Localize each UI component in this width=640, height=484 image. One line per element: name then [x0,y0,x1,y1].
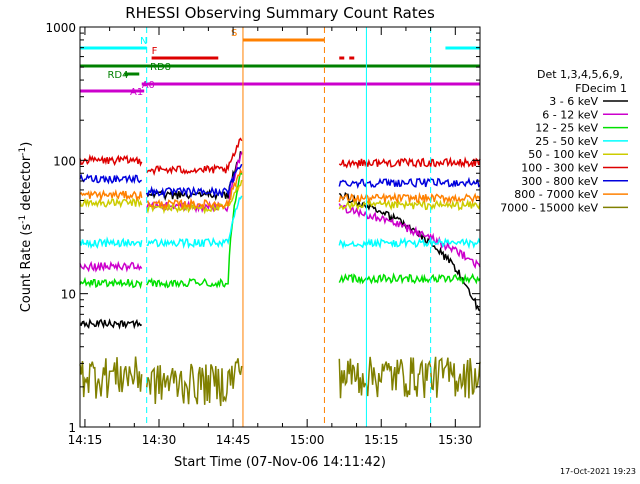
legend-label-5: 100 - 300 keV [521,162,598,175]
series-2 [79,169,481,290]
state-bar-n: N [80,36,480,50]
legend-label-2: 12 - 25 keV [535,122,598,135]
series-4-segment-0 [79,197,143,209]
series-7-segment-0 [79,188,143,202]
series-7-segment-2 [338,191,481,205]
series-8-segment-2 [338,356,481,399]
legend-label-3: 25 - 50 keV [535,135,598,148]
series-5-segment-2 [338,156,481,170]
series-4-segment-2 [338,198,481,212]
series-6-segment-2 [338,176,481,189]
series-2-segment-0 [79,276,143,290]
series-1-segment-0 [79,260,143,273]
x-axis-label: Start Time (07-Nov-06 14:11:42) [174,455,386,470]
state-bar-label-n: N [140,36,147,47]
series-0-segment-0 [79,318,143,330]
series-7-segment-1 [146,168,243,212]
x-tick-label-2: 14:45 [216,433,251,447]
series-5-segment-0 [79,153,143,167]
state-bar-label-a1: A1 [130,87,143,98]
data-layer [79,137,481,407]
series-7 [79,168,481,212]
state-bar-a0: A0 [141,80,480,91]
series-6-segment-0 [79,173,143,185]
y-axis-label-sup-2: -1 [18,147,28,156]
y-tick-label-0: 1 [68,421,76,435]
state-bar-label-s: S [231,28,237,39]
series-8 [79,356,481,407]
x-tick-label-4: 15:15 [364,433,399,447]
series-2-segment-1 [146,169,243,289]
y-tick-label-1: 10 [61,288,76,302]
legend-header-fdecim: FDecim 1 [575,82,627,95]
series-8-segment-0 [79,356,143,399]
series-5 [79,137,481,177]
x-tick-label-3: 15:00 [290,433,325,447]
series-2-segment-2 [338,272,481,285]
state-bar-label-f: F [152,46,158,57]
timestamp: 17-Oct-2021 19:23 [560,467,636,476]
y-axis-label-part-2: detector [19,155,34,215]
series-8-segment-1 [145,358,243,407]
series-6-segment-1 [146,163,243,199]
state-bar-s: S [231,28,325,42]
state-bar-a1: A1 [80,87,145,98]
legend-label-1: 6 - 12 keV [542,108,598,121]
state-bar-f: F [151,46,360,60]
series-3-segment-1 [146,195,243,250]
series-0-segment-1 [145,151,243,202]
y-axis-label-part-3: ) [19,142,34,147]
y-tick-label-2: 100 [53,154,76,168]
series-0-segment-2 [338,191,481,312]
y-tick-label-3: 1000 [45,21,76,35]
x-tick-label-1: 14:30 [142,433,177,447]
series-0 [79,151,481,330]
series-1-segment-2 [338,203,481,270]
plot-frame [79,26,481,428]
y-axis-label: Count Rate (s-1 detector-1) [18,142,34,313]
state-bar-label-a0: A0 [142,80,155,91]
legend-label-8: 7000 - 15000 keV [500,201,598,214]
legend-label-0: 3 - 6 keV [549,95,598,108]
state-bar-label-rd4: RD4 [107,70,128,81]
chart-title: RHESSI Observing Summary Count Rates [125,4,435,22]
legend-header-detectors: Det 1,3,4,5,6,9, [537,68,623,81]
state-bar-rd8: RD8 [80,62,480,73]
state-bar-label-rd8: RD8 [150,62,171,73]
series-3 [79,195,481,250]
axes-layer: 14:15 14:30 14:45 15:00 15:15 15:30 1 10 100 1000 [45,21,481,447]
legend-label-6: 300 - 800 keV [521,175,598,188]
state-bar-rd4: RD4 [107,70,140,81]
x-tick-label-0: 14:15 [68,433,103,447]
y-axis-label-part-1: Count Rate (s [19,224,34,313]
series-3-segment-0 [79,236,143,250]
legend-label-4: 50 - 100 keV [528,148,598,161]
series-3-segment-2 [338,236,481,250]
y-axis-label-sup-1: -1 [18,215,28,224]
series-6 [79,163,481,199]
legend-label-7: 800 - 7000 keV [514,188,598,201]
x-tick-label-5: 15:30 [438,433,473,447]
series-5-segment-1 [146,137,243,177]
